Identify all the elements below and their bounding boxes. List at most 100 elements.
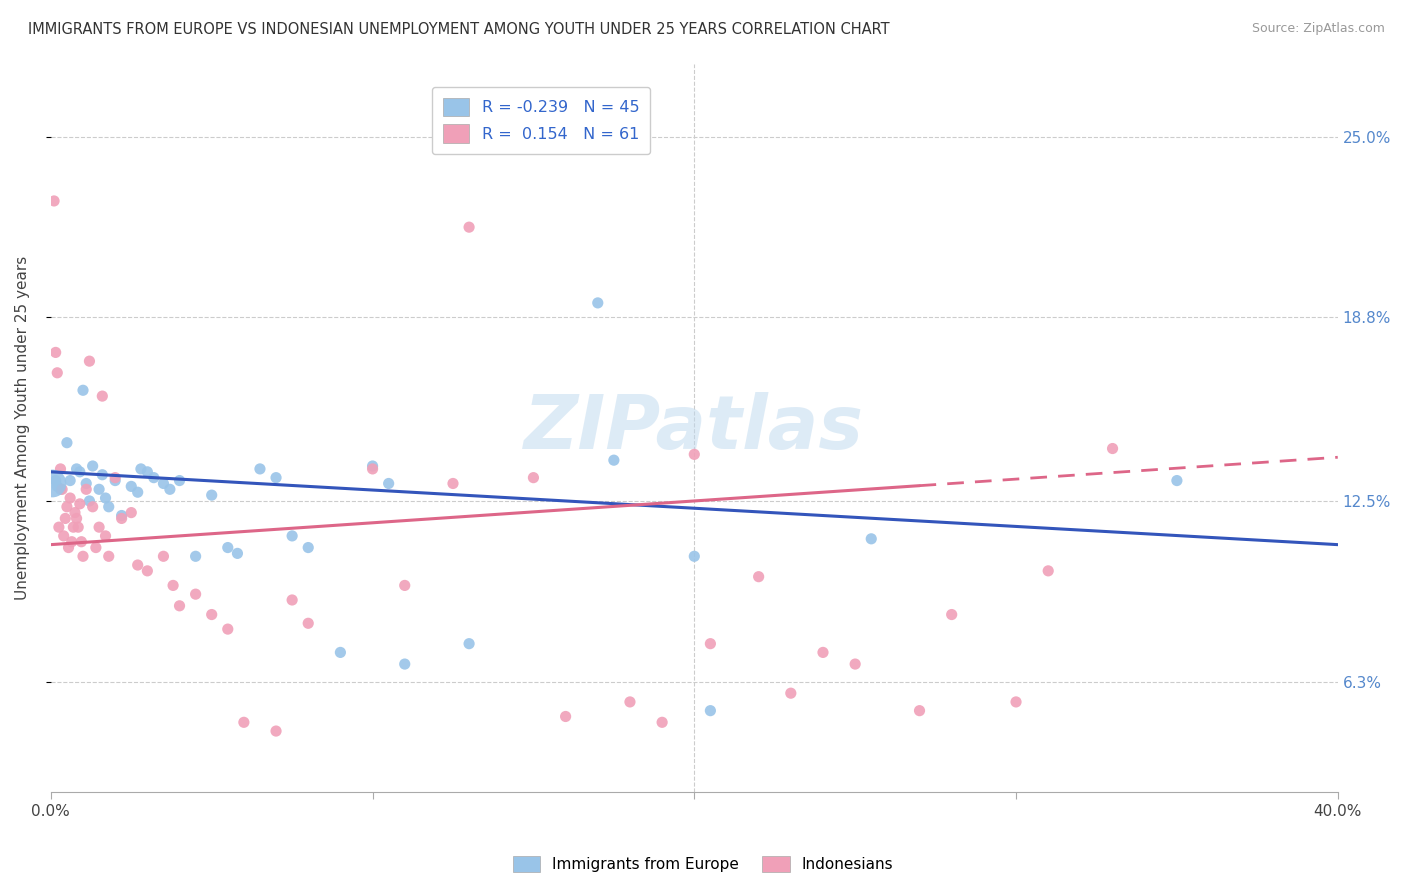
Point: [65, 462, 87, 476]
Point: [82, 500, 104, 514]
Point: [361, 462, 384, 476]
Point: [60, 534, 83, 549]
Point: [142, 470, 165, 484]
Point: [70, 534, 93, 549]
Point: [264, 724, 287, 739]
Point: [329, 645, 352, 659]
Point: [281, 593, 304, 607]
Point: [53, 511, 76, 525]
Point: [169, 599, 191, 613]
Point: [152, 549, 174, 564]
Point: [779, 686, 801, 700]
Point: [91, 389, 114, 403]
Point: [699, 704, 721, 718]
Point: [52, 529, 75, 543]
Point: [169, 474, 191, 488]
Point: [58, 541, 80, 555]
Point: [159, 483, 181, 497]
Point: [79, 494, 101, 508]
Point: [184, 549, 207, 564]
Point: [79, 354, 101, 368]
Point: [84, 541, 107, 555]
Point: [129, 462, 152, 476]
Point: [72, 384, 94, 398]
Point: [45, 345, 67, 359]
Point: [377, 476, 399, 491]
Point: [232, 715, 254, 730]
Point: [72, 549, 94, 564]
Point: [586, 296, 609, 310]
Point: [619, 695, 641, 709]
Point: [48, 520, 70, 534]
Point: [683, 447, 706, 461]
Point: [97, 549, 120, 564]
Point: [51, 483, 73, 497]
Point: [264, 470, 287, 484]
Point: [281, 529, 304, 543]
Point: [69, 465, 91, 479]
Point: [41, 476, 63, 491]
Point: [1101, 442, 1123, 456]
Point: [75, 483, 97, 497]
Legend: Immigrants from Europe, Indonesians: Immigrants from Europe, Indonesians: [505, 848, 901, 880]
Point: [458, 220, 481, 235]
Text: ZIPatlas: ZIPatlas: [524, 392, 865, 465]
Point: [249, 462, 271, 476]
Y-axis label: Unemployment Among Youth under 25 years: Unemployment Among Youth under 25 years: [15, 256, 30, 600]
Point: [297, 616, 319, 631]
Point: [97, 500, 120, 514]
Point: [69, 497, 91, 511]
Point: [651, 715, 673, 730]
Point: [120, 479, 142, 493]
Point: [42, 194, 65, 208]
Point: [297, 541, 319, 555]
Point: [127, 558, 149, 572]
Point: [56, 500, 79, 514]
Point: [59, 491, 82, 505]
Point: [110, 508, 132, 523]
Point: [46, 479, 69, 493]
Point: [217, 541, 239, 555]
Point: [91, 467, 114, 482]
Point: [1038, 564, 1060, 578]
Point: [811, 645, 834, 659]
Point: [699, 637, 721, 651]
Point: [67, 520, 90, 534]
Text: IMMIGRANTS FROM EUROPE VS INDONESIAN UNEMPLOYMENT AMONG YOUTH UNDER 25 YEARS COR: IMMIGRANTS FROM EUROPE VS INDONESIAN UNE…: [28, 22, 890, 37]
Point: [65, 511, 87, 525]
Point: [201, 488, 224, 502]
Point: [860, 532, 883, 546]
Point: [136, 465, 159, 479]
Point: [226, 546, 249, 560]
Point: [56, 435, 79, 450]
Point: [162, 578, 184, 592]
Point: [82, 458, 104, 473]
Point: [45, 474, 67, 488]
Point: [361, 458, 384, 473]
Point: [217, 622, 239, 636]
Point: [152, 476, 174, 491]
Point: [748, 570, 770, 584]
Point: [87, 520, 110, 534]
Point: [683, 549, 706, 564]
Point: [908, 704, 931, 718]
Point: [104, 470, 127, 484]
Point: [941, 607, 963, 622]
Point: [1005, 695, 1028, 709]
Point: [46, 366, 69, 380]
Point: [87, 483, 110, 497]
Point: [603, 453, 626, 467]
Point: [59, 474, 82, 488]
Point: [458, 637, 481, 651]
Point: [522, 470, 544, 484]
Point: [49, 483, 72, 497]
Point: [94, 491, 117, 505]
Point: [441, 476, 464, 491]
Point: [184, 587, 207, 601]
Point: [201, 607, 224, 622]
Point: [75, 476, 97, 491]
Point: [62, 520, 84, 534]
Point: [94, 529, 117, 543]
Point: [1166, 474, 1188, 488]
Point: [104, 474, 127, 488]
